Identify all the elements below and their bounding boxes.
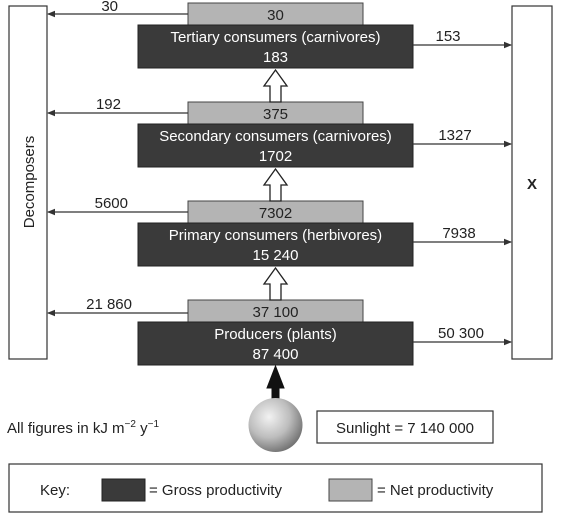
level-name: Secondary consumers (carnivores) xyxy=(159,128,392,145)
energy-transfer-arrow-secondary-to-tertiary xyxy=(262,68,289,103)
key-gross-swatch xyxy=(101,478,146,502)
gross-value: 87 400 xyxy=(253,346,299,363)
gross-productivity-box xyxy=(137,321,414,366)
decomposer-flow-value: 21 860 xyxy=(86,296,132,313)
energy-transfer-arrow-secondary-to-primary xyxy=(262,167,289,202)
x-flow-value: 50 300 xyxy=(438,325,484,342)
decomposers-label: Decomposers xyxy=(21,136,38,229)
gross-productivity-box xyxy=(137,222,414,267)
x-label: X xyxy=(527,176,537,193)
x-box: X xyxy=(511,5,553,360)
key-net-label: = Net productivity xyxy=(377,482,494,499)
decomposer-flow-value: 192 xyxy=(96,96,121,113)
net-value: 37 100 xyxy=(253,304,299,321)
net-value: 7302 xyxy=(259,205,292,222)
key-gross-label: = Gross productivity xyxy=(149,482,282,499)
decomposer-flow-value: 30 xyxy=(101,0,118,15)
gross-value: 15 240 xyxy=(253,247,299,264)
key-legend: Key: = Gross productivity = Net producti… xyxy=(8,463,543,513)
trophic-level-producers: 37 100 Producers (plants) 87 400 21 860 … xyxy=(47,296,512,366)
gross-value: 183 xyxy=(263,49,288,66)
net-value: 375 xyxy=(263,106,288,123)
x-flow-value: 1327 xyxy=(438,127,471,144)
level-name: Tertiary consumers (carnivores) xyxy=(170,29,380,46)
gross-value: 1702 xyxy=(259,148,292,165)
sun-icon xyxy=(248,398,303,452)
level-name: Primary consumers (herbivores) xyxy=(169,227,382,244)
sunlight-value: Sunlight = 7 140 000 xyxy=(336,420,474,437)
level-name: Producers (plants) xyxy=(214,326,337,343)
x-flow-value: 153 xyxy=(435,28,460,45)
decomposers-box: Decomposers xyxy=(8,5,48,360)
key-title: Key: xyxy=(40,482,70,499)
sunlight-box: Sunlight = 7 140 000 xyxy=(316,410,494,444)
net-value: 30 xyxy=(267,7,284,24)
trophic-level-tertiary: 30 Tertiary consumers (carnivores) 183 3… xyxy=(47,0,512,69)
x-flow-value: 7938 xyxy=(442,225,475,242)
decomposer-flow-value: 5600 xyxy=(95,195,128,212)
trophic-level-secondary: 375 Secondary consumers (carnivores) 170… xyxy=(47,96,512,168)
energy-transfer-arrow-primary-to-secondary xyxy=(262,266,289,301)
gross-productivity-box xyxy=(137,24,414,69)
gross-productivity-box xyxy=(137,123,414,168)
trophic-level-primary: 7302 Primary consumers (herbivores) 15 2… xyxy=(47,195,512,267)
key-net-swatch xyxy=(328,478,373,502)
units-note: All figures in kJ m−2 y−1 xyxy=(7,419,159,437)
sunlight-arrow xyxy=(266,364,285,401)
